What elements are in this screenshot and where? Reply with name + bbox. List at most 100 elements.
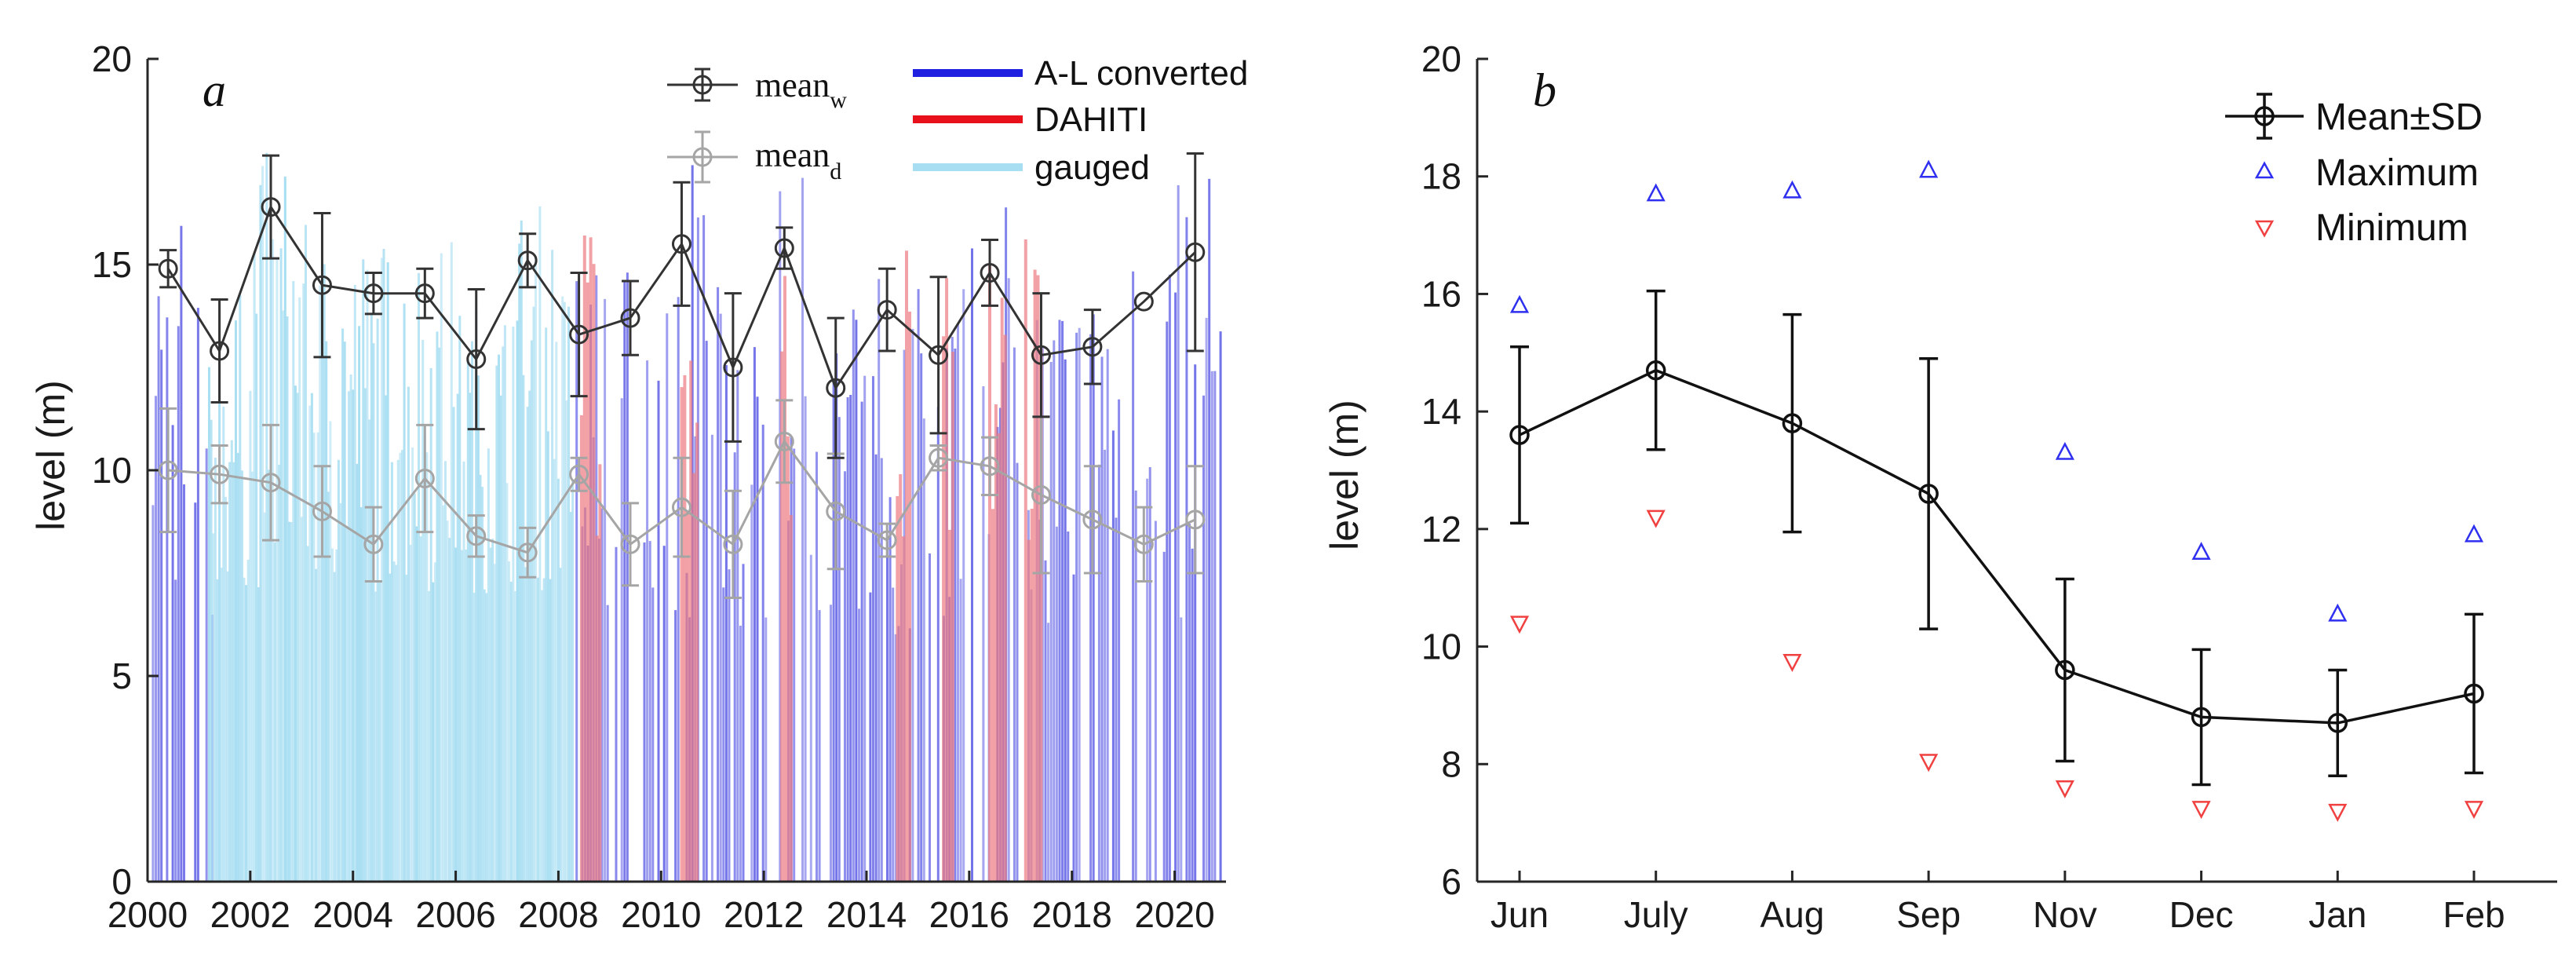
dahiti-bar [896, 495, 899, 882]
al-bar [911, 328, 914, 882]
al-bar [888, 497, 892, 882]
gauged-bar [286, 316, 289, 882]
al-bar [860, 401, 863, 882]
gauged-bar [538, 206, 542, 882]
maximum-point [2464, 524, 2484, 542]
dahiti-bar [1023, 239, 1027, 882]
gauged-bar [526, 407, 529, 882]
mean-w-point [1082, 337, 1103, 357]
dahiti-bar [680, 387, 684, 882]
al-bar [1146, 478, 1149, 882]
gauged-bar [325, 341, 328, 882]
al-bar [1104, 449, 1107, 882]
al-bar [1053, 340, 1056, 882]
x-tick-label: 2008 [518, 894, 598, 935]
minimum-point [1646, 510, 1666, 528]
x-tick-label: 2004 [313, 894, 393, 935]
gauged-bar [475, 309, 478, 882]
al-bar [886, 540, 888, 882]
gauged-bar [300, 517, 303, 882]
y-tick-label: 10 [92, 450, 132, 491]
gauged-bar [372, 343, 375, 882]
panel-a-axes: 0 5 10 15 20 2000 2002 2004 2006 2008 2010 2012 2014… [92, 38, 1226, 935]
x-tick-label: 2016 [929, 894, 1009, 935]
gauged-bar [413, 493, 416, 882]
gauged-bar [228, 462, 232, 882]
panel-a-series [158, 152, 1206, 599]
al-bar [736, 370, 739, 882]
al-bar [1148, 467, 1151, 882]
dahiti-bar [595, 535, 599, 882]
al-bar [804, 396, 807, 882]
panel-a-chart: 0 5 10 15 20 2000 2002 2004 2006 2008 2010 2012 2014… [29, 38, 1248, 935]
al-bar [959, 579, 962, 882]
x-tick-label: Sep [1896, 894, 1961, 935]
gauged-bar [551, 250, 554, 882]
mean-w-point [312, 275, 332, 295]
gauged-bar [454, 547, 458, 882]
legend-minimum-label: Minimum [2315, 207, 2468, 249]
mean-d-point [877, 530, 897, 550]
al-bar [724, 365, 728, 882]
gauged-bar [541, 590, 543, 882]
al-bar [962, 289, 965, 882]
legend-mean-d-label: meand [755, 136, 841, 184]
gauged-bar [239, 294, 242, 882]
dahiti-bar [905, 250, 908, 882]
dahiti-bar [1027, 539, 1031, 882]
gauged-bar [335, 549, 338, 882]
maximum-point [1782, 180, 1802, 199]
mean-d-point [826, 501, 846, 521]
gauged-bar [433, 562, 436, 882]
al-bar [1188, 524, 1191, 882]
gauged-bar [366, 269, 369, 882]
al-bar [1055, 526, 1058, 882]
gauged-bar [316, 432, 319, 882]
x-tick-label: 2018 [1032, 894, 1112, 935]
dahiti-bar [950, 352, 954, 882]
mean-w-point [826, 378, 846, 398]
gauged-bar [283, 176, 286, 882]
gauged-bar [236, 452, 239, 882]
al-bar [646, 360, 649, 882]
dahiti-bar [592, 264, 596, 882]
dahiti-bar [786, 436, 790, 882]
y-tick-label: 10 [1421, 626, 1461, 667]
mean-d-series [158, 399, 1206, 599]
gauged-bar [428, 590, 430, 882]
gauged-bar [465, 550, 468, 882]
gauged-bar [305, 225, 307, 882]
gauged-bar [563, 301, 566, 882]
mean-sd-point [2327, 713, 2348, 733]
al-bar [1072, 574, 1075, 882]
al-bar [1100, 356, 1104, 882]
gauged-bar [240, 470, 243, 882]
y-tick-label: 6 [1441, 861, 1461, 902]
y-tick-label: 18 [1421, 156, 1461, 197]
gauged-bar [213, 458, 217, 882]
gauged-bar [409, 544, 412, 882]
al-bar [615, 546, 618, 882]
minimum-series [1509, 510, 2484, 822]
al-bar [1132, 271, 1135, 882]
x-tick-label: Jan [2308, 894, 2366, 935]
al-bar [623, 282, 626, 882]
dahiti-bar [582, 236, 586, 882]
gauged-bar [343, 342, 346, 882]
mean-d-point [1031, 484, 1051, 505]
al-bar [1177, 184, 1180, 882]
al-bar [793, 448, 796, 882]
gauged-bar [294, 385, 297, 882]
gauged-bar [374, 591, 377, 882]
mean-d-point [414, 468, 435, 488]
gauged-bar [259, 184, 262, 882]
gauged-bar [359, 507, 363, 882]
gauged-bar [275, 258, 279, 882]
al-bar [1007, 278, 1010, 882]
al-bar [1016, 462, 1019, 882]
gauged-bar [210, 419, 213, 882]
maximum-point [2191, 542, 2211, 561]
al-bar [733, 452, 736, 882]
y-tick-label: 16 [1421, 273, 1461, 314]
dahiti-bar [780, 351, 783, 882]
